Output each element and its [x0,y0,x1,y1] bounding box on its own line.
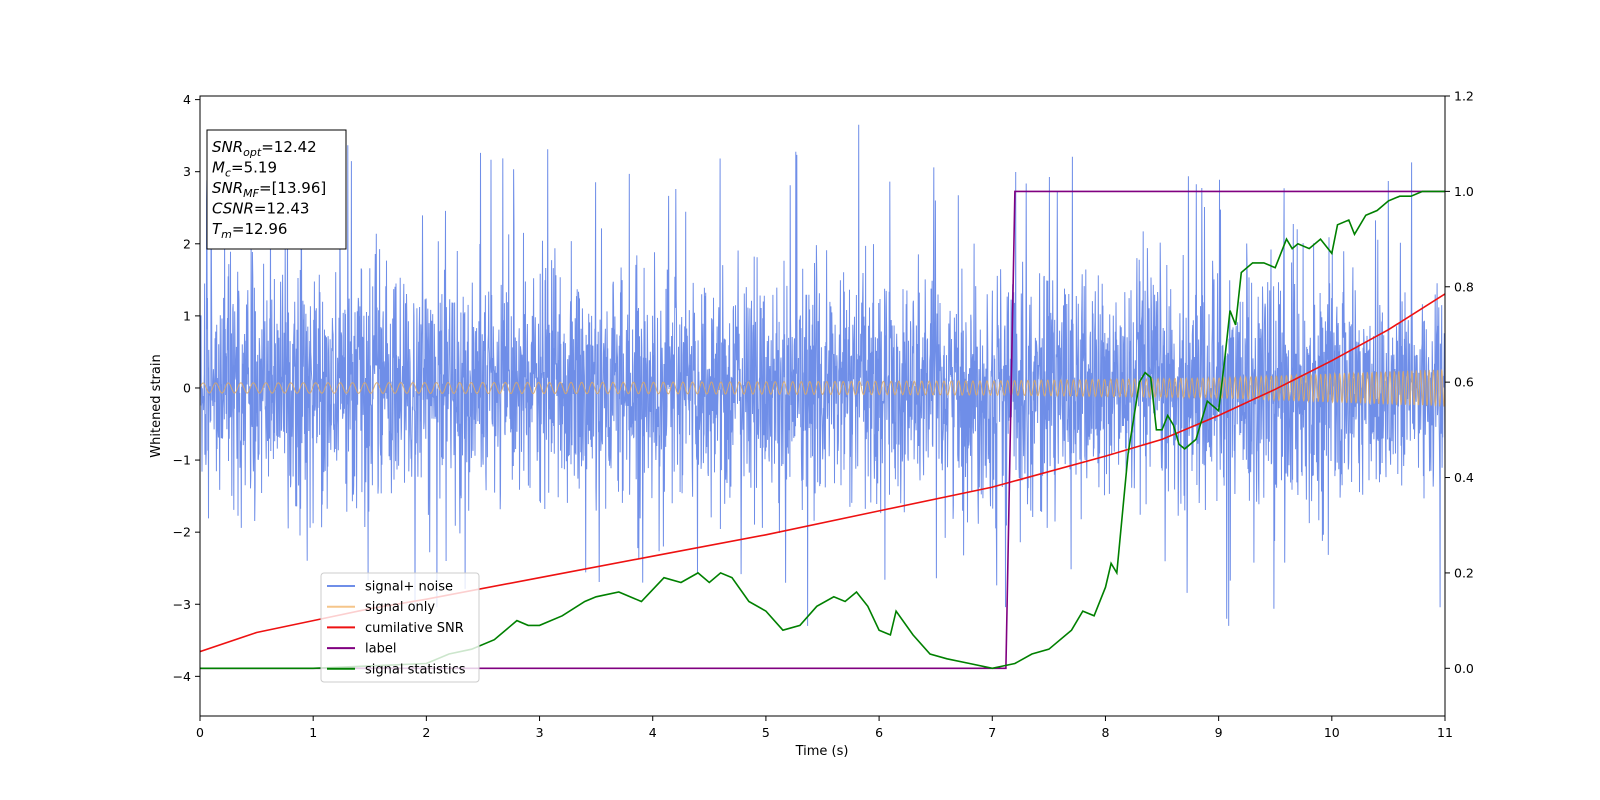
y-left-tick-label: 1 [183,308,191,323]
x-tick-label: 6 [875,725,883,740]
legend-label: cumilative SNR [365,621,464,636]
y-right-tick-label: 0.8 [1454,279,1474,294]
series-label [200,190,1445,670]
legend-label: signal+ noise [365,580,453,595]
y-right-tick-label: 0.0 [1454,661,1474,676]
y-axis-label: Whitened strain [149,354,164,457]
y-left-tick-label: 0 [183,380,191,395]
y-left-tick-label: −3 [173,597,191,612]
plot-frame [199,95,1446,717]
series-signal-noise [200,124,1445,626]
x-tick-label: 5 [762,725,770,740]
series-signal-statistics [200,190,1445,670]
x-tick-label: 8 [1101,725,1109,740]
annotation-line: CSNR=12.43 [212,200,309,218]
x-tick-label: 9 [1215,725,1223,740]
x-tick-label: 2 [422,725,430,740]
y-left-tick-label: 4 [183,92,191,107]
legend-label: label [365,642,396,657]
y-right-tick-label: 0.6 [1454,375,1474,390]
annotation-line: Tm=12.96 [212,220,287,241]
y-left-tick-label: −4 [173,669,191,684]
y-right-tick-label: 0.4 [1454,470,1474,485]
annotation-frame [206,129,347,250]
y-right-tick-label: 1.0 [1454,184,1474,199]
annotation-line: SNRMF=[13.96] [212,179,326,200]
x-tick-label: 4 [649,725,657,740]
annotation-line: SNRopt=12.42 [212,138,317,159]
legend-label: signal only [365,600,435,615]
axes: 0 1 2 3 4 5 6 7 8 9 10 1143210−1−2−3−41.21.00.80.60… [173,89,1474,741]
y-right-tick-label: 0.2 [1454,565,1474,580]
legend-label: signal statistics [365,662,466,677]
legend: signal+ noise signal only cumilative SNR la… [320,572,480,683]
x-tick-label: 3 [536,725,544,740]
x-tick-label: 7 [988,725,996,740]
x-axis-label: Time (s) [795,744,849,759]
y-left-tick-label: −1 [173,453,191,468]
y-left-tick-label: −2 [173,525,191,540]
x-tick-label: 11 [1437,725,1453,740]
y-left-tick-label: 2 [183,236,191,251]
x-tick-label: 10 [1324,725,1340,740]
x-tick-label: 1 [309,725,317,740]
annotation-box: SNRopt=12.42Mc=5.19SNRMF=[13.96]CSNR=12.… [206,129,347,250]
series-signal-only [200,368,1445,407]
x-tick-label: 0 [196,725,204,740]
legend-frame [320,572,480,683]
y-right-tick-label: 1.2 [1454,89,1474,104]
y-left-tick-label: 3 [183,164,191,179]
annotation-line: Mc=5.19 [212,159,277,180]
